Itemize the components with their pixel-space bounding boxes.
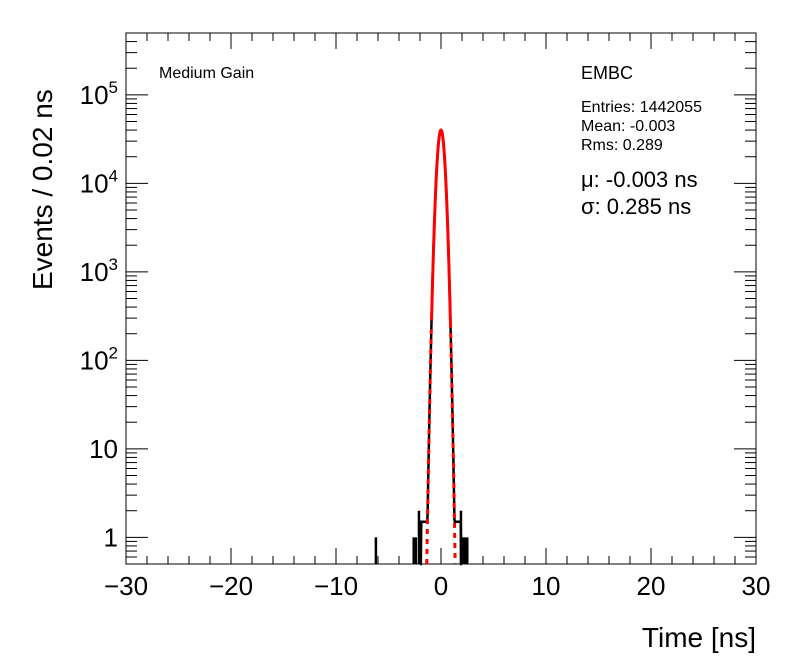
y-tick-label: 102 [80, 343, 118, 375]
gaussian-fit [425, 128, 457, 565]
y-tick-label: 103 [80, 255, 118, 287]
y-tick-label: 10 [89, 434, 118, 464]
y-tick-label: 104 [80, 166, 118, 198]
stat-entries: Entries: 1442055 [581, 99, 702, 116]
fit-sigma: σ: 0.285 ns [581, 194, 692, 219]
y-axis-title-wrap: Events / 0.02 ns [27, 89, 58, 290]
y-axis-title: Events / 0.02 ns [27, 89, 58, 290]
x-tick-label: −20 [209, 571, 253, 601]
histogram-core [419, 128, 463, 566]
y-tick-label: 1 [104, 522, 118, 552]
x-tick-label: 20 [637, 571, 666, 601]
fit-curve-dashed-left [425, 323, 433, 565]
x-tick-label: 0 [434, 571, 448, 601]
x-axis-title: Time [ns] [641, 622, 756, 653]
stat-mean: Mean: -0.003 [581, 118, 676, 135]
y-axis-ticks: 1 10 102 103 104 105 [80, 32, 756, 565]
partition-label: EMBC [581, 63, 634, 83]
x-axis-ticks: −30 −20 −10 0 10 20 30 [104, 33, 771, 601]
histogram [374, 128, 469, 566]
gain-label: Medium Gain [159, 65, 255, 82]
fit-curve-dashed-right [448, 322, 457, 564]
y-tick-label: 105 [80, 78, 118, 110]
stat-rms: Rms: 0.289 [581, 137, 663, 154]
x-tick-label: −10 [314, 571, 358, 601]
x-tick-label: 30 [742, 571, 771, 601]
fit-curve-solid [430, 128, 452, 324]
x-tick-label: −30 [104, 571, 148, 601]
x-tick-label: 10 [532, 571, 561, 601]
fit-mu: μ: -0.003 ns [581, 167, 698, 192]
